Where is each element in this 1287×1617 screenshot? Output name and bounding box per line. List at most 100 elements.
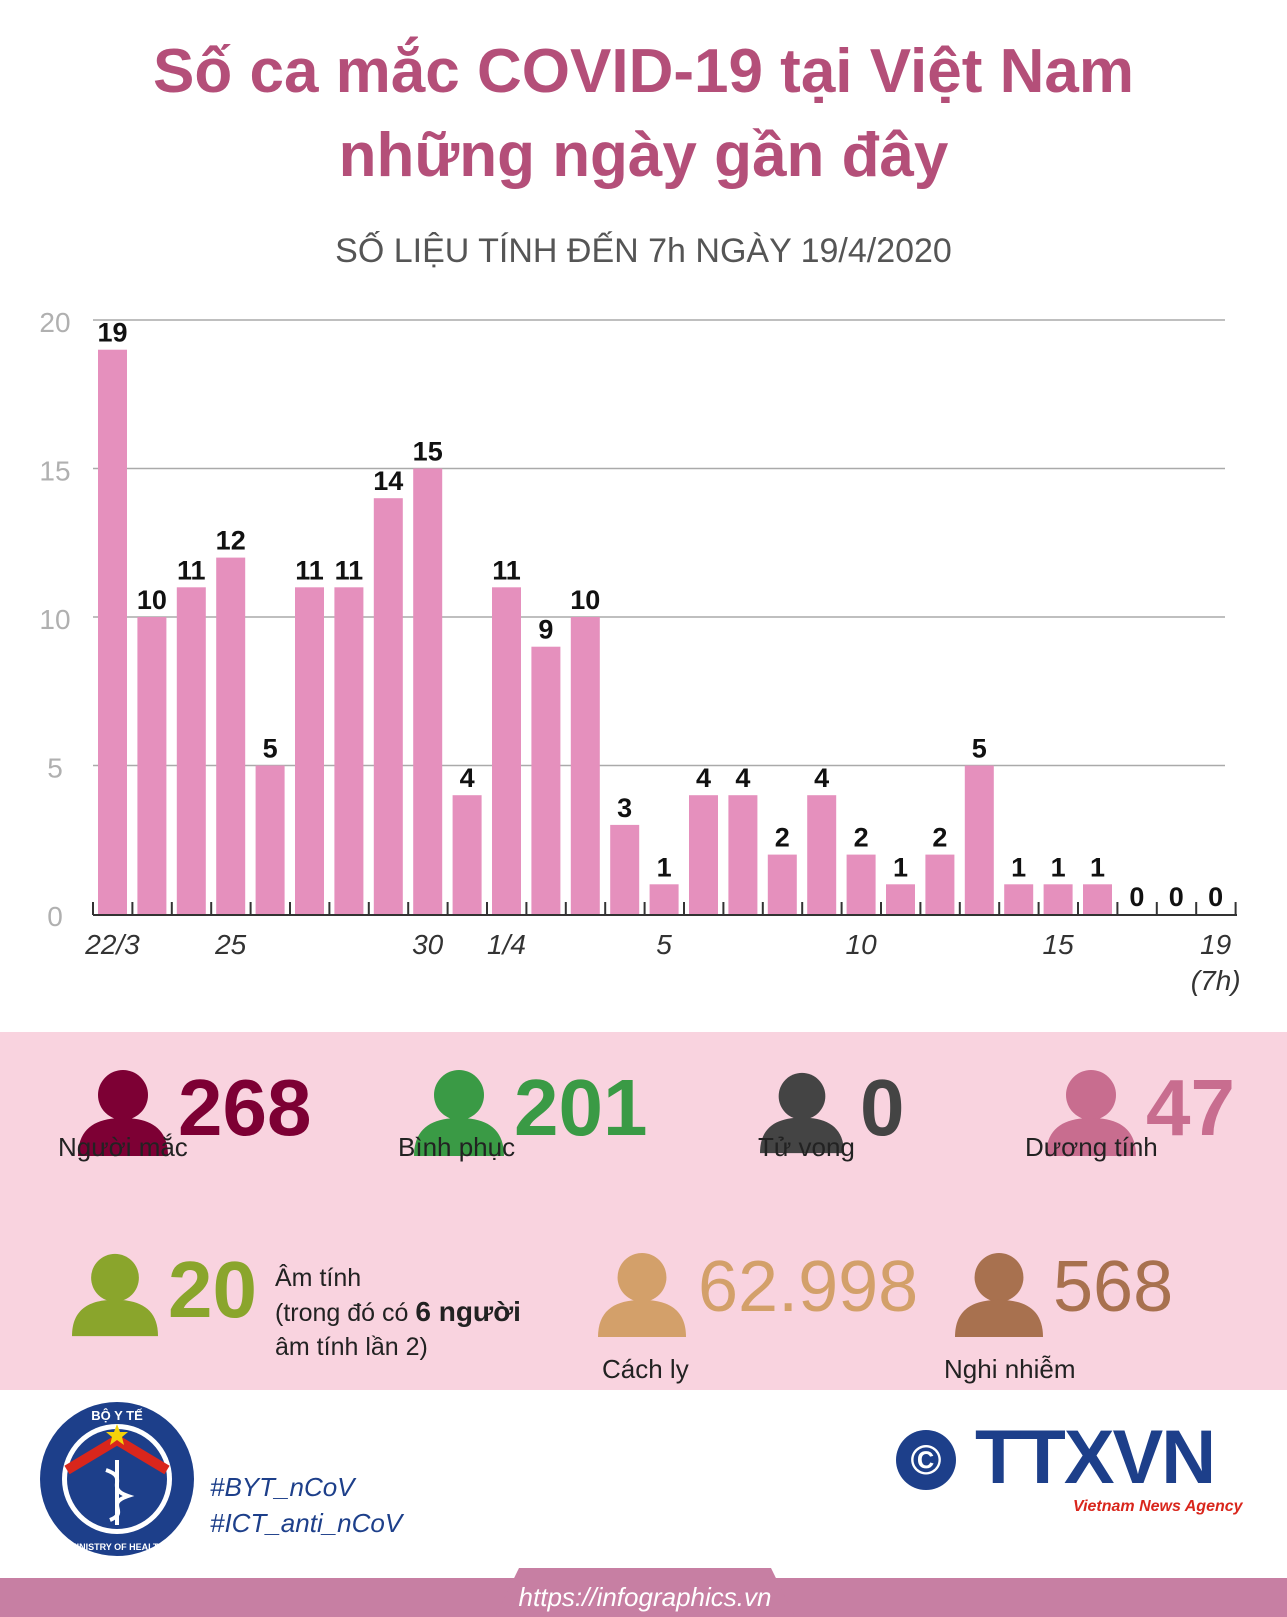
- data-label: 11: [335, 555, 364, 585]
- suspected-stat: [955, 1250, 1043, 1345]
- data-label: 0: [1129, 882, 1144, 912]
- bar: [689, 795, 718, 914]
- page-title: Số ca mắc COVID-19 tại Việt Nam những ng…: [0, 30, 1287, 198]
- negative-note-text: (trong đó có: [275, 1299, 416, 1327]
- x-tick-label: (7h): [1191, 965, 1241, 996]
- stats-panel: 268 Người mắc 201 Bình phục 0 Tử vong 47…: [0, 1032, 1287, 1390]
- title-line-2: những ngày gần đây: [338, 121, 949, 190]
- positive-stat: [1046, 1068, 1136, 1163]
- x-tick-label: 15: [1043, 929, 1075, 960]
- bar: [570, 617, 600, 914]
- data-label: 9: [538, 615, 553, 645]
- person-icon: [1046, 1070, 1136, 1156]
- data-label: 3: [617, 793, 632, 823]
- chart-grid: [92, 319, 1237, 916]
- chart-bars: [98, 349, 1112, 914]
- deaths-label: Tử vong: [758, 1132, 855, 1162]
- data-label: 4: [460, 763, 475, 793]
- data-label: 11: [177, 555, 206, 585]
- bar: [886, 884, 915, 914]
- data-label: 14: [373, 466, 403, 496]
- data-label: 0: [1169, 882, 1184, 912]
- footer: BỘ Y TẾ MINISTRY OF HEALTH #BYT_nCoV #IC…: [0, 1390, 1287, 1617]
- person-icon: [414, 1070, 504, 1156]
- recovered-label: Bình phục: [398, 1132, 516, 1162]
- bar: [413, 468, 443, 914]
- bar: [334, 587, 364, 914]
- x-tick-label: 5: [656, 929, 672, 960]
- bar: [846, 854, 876, 914]
- bar: [649, 884, 679, 914]
- x-tick-label: 30: [412, 929, 444, 960]
- bar: [216, 557, 246, 914]
- recovered-value: 201: [514, 1063, 648, 1152]
- bar: [964, 765, 994, 914]
- bar: [531, 646, 561, 914]
- data-label: 4: [814, 763, 829, 793]
- bar: [255, 765, 285, 914]
- data-label: 5: [972, 734, 987, 764]
- bar: [1043, 884, 1073, 914]
- infected-value: 268: [178, 1063, 312, 1152]
- bar: [176, 587, 206, 914]
- bar: [492, 587, 521, 914]
- positive-value: 47: [1146, 1063, 1235, 1152]
- bar: [1004, 884, 1034, 914]
- y-tick-label: 5: [47, 753, 63, 784]
- negative-label-line2: (trong đó có 6 người: [275, 1295, 521, 1330]
- negative-label-line3: âm tính lần 2): [275, 1333, 428, 1361]
- data-label: 15: [413, 437, 443, 467]
- y-tick-label: 15: [39, 456, 70, 487]
- person-icon: [72, 1253, 158, 1337]
- negative-note-bold: 6 người: [415, 1296, 521, 1327]
- bar: [807, 795, 837, 914]
- data-label: 1: [1051, 852, 1066, 882]
- bar: [728, 795, 758, 914]
- title-line-1: Số ca mắc COVID-19 tại Việt Nam: [153, 37, 1134, 106]
- source-url[interactable]: https://infographics.vn: [518, 1582, 772, 1612]
- bar: [98, 349, 127, 914]
- person-icon: [78, 1070, 168, 1156]
- data-label: 12: [216, 526, 246, 556]
- data-label: 4: [696, 763, 711, 793]
- moh-logo-top-text: BỘ Y TẾ: [91, 1408, 143, 1423]
- person-icon: [598, 1252, 686, 1338]
- bar: [295, 587, 324, 914]
- data-label: 1: [893, 852, 908, 882]
- data-label: 1: [1011, 852, 1026, 882]
- moh-logo-bottom-text: MINISTRY OF HEALTH: [69, 1542, 165, 1552]
- deaths-value: 0: [860, 1063, 905, 1152]
- infected-label: Người mắc: [58, 1132, 188, 1162]
- quarantine-value: 62.998: [698, 1247, 919, 1327]
- x-tick-label: 19: [1200, 929, 1231, 960]
- quarantine-stat: [598, 1250, 686, 1345]
- url-tab: [495, 1568, 795, 1617]
- bar: [137, 617, 167, 914]
- data-label: 2: [932, 823, 947, 853]
- hashtag-byt: #BYT_nCoV: [210, 1472, 355, 1502]
- y-tick-label: 10: [39, 604, 70, 635]
- negative-stat: [72, 1250, 158, 1345]
- bar: [925, 854, 955, 914]
- suspected-value: 568: [1053, 1247, 1174, 1327]
- quarantine-label: Cách ly: [602, 1354, 689, 1384]
- person-icon: [955, 1252, 1043, 1338]
- deaths-stat: [760, 1068, 844, 1163]
- person-icon: [760, 1072, 844, 1154]
- data-label: 1: [657, 852, 672, 882]
- x-tick-label: 25: [214, 929, 247, 960]
- data-label: 1: [1090, 852, 1105, 882]
- data-label: 2: [854, 823, 869, 853]
- hashtag-ict: #ICT_anti_nCoV: [210, 1508, 403, 1538]
- ministry-of-health-logo: BỘ Y TẾ MINISTRY OF HEALTH: [40, 1402, 194, 1556]
- bar: [767, 854, 797, 914]
- infected-stat: [78, 1068, 168, 1163]
- x-tick-label: 10: [846, 929, 878, 960]
- negative-value: 20: [168, 1245, 257, 1334]
- data-label: 0: [1208, 882, 1223, 912]
- data-label: 11: [295, 555, 324, 585]
- x-tick-label: 22/3: [84, 929, 140, 960]
- copyright-icon: ©: [896, 1430, 956, 1490]
- bar: [452, 795, 482, 914]
